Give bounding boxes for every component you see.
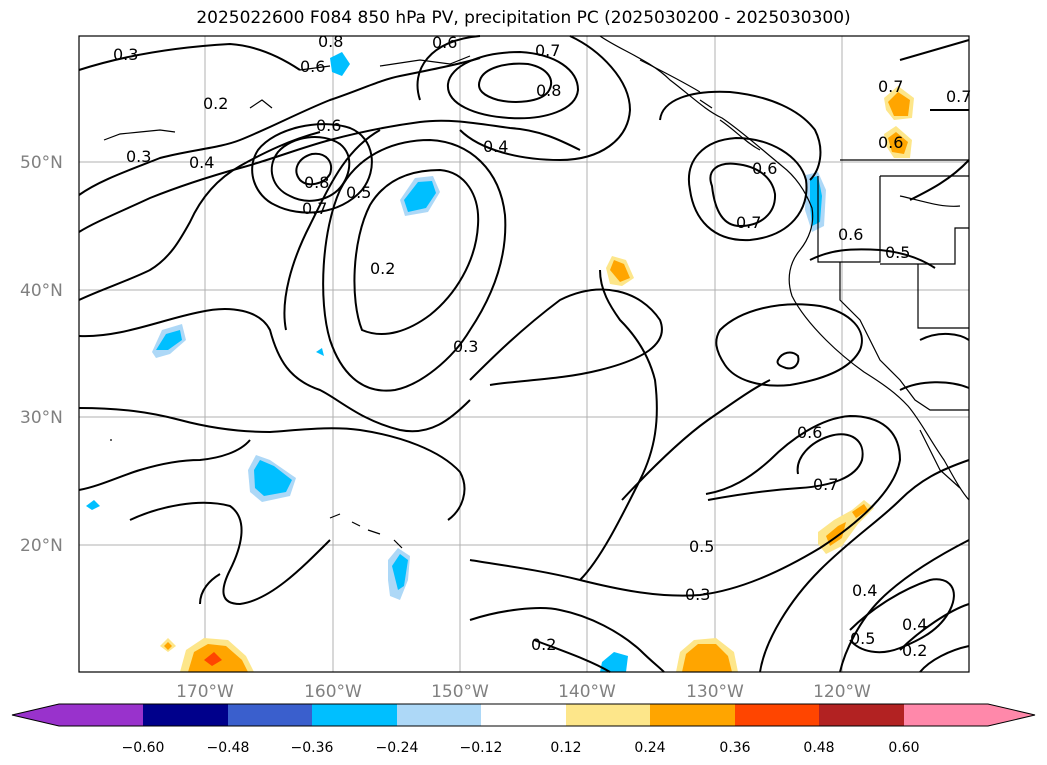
contour-label: 0.6: [752, 159, 777, 178]
contour-label: 0.8: [318, 32, 343, 51]
latitude-labels: 50°N 40°N 30°N 20°N: [20, 153, 63, 556]
map-title: 2025022600 F084 850 hPa PV, precipitatio…: [196, 8, 851, 28]
colorbar-tick-label: −0.36: [291, 740, 334, 756]
colorbar-segment: [59, 704, 143, 726]
contour-label: 0.6: [432, 33, 457, 52]
colorbar-tick-label: 0.48: [803, 740, 834, 756]
colorbar-segment: [397, 704, 481, 726]
contour-label: 0.6: [300, 57, 325, 76]
precip-negative-patches: [86, 52, 826, 672]
contour-label: 0.7: [878, 77, 903, 96]
contour-label: 0.6: [316, 116, 341, 135]
contour-label: 0.3: [113, 45, 138, 64]
colorbar-segment: [143, 704, 228, 726]
colorbar-segment: [312, 704, 397, 726]
pv-contours: [78, 35, 970, 673]
lat-label: 50°N: [20, 153, 63, 173]
colorbar-tick-label: −0.48: [207, 740, 250, 756]
colorbar-tick-label: −0.60: [122, 740, 165, 756]
contour-label: 0.4: [483, 137, 508, 156]
colorbar-segment: [650, 704, 735, 726]
contour-label: 0.7: [813, 475, 838, 494]
lon-label: 120°W: [813, 682, 871, 702]
contour-label: 0.7: [535, 41, 560, 60]
colorbar-segment: [819, 704, 904, 726]
colorbar-tick-label: 0.36: [719, 740, 750, 756]
map-background: [79, 36, 969, 672]
colorbar-tick-label: 0.60: [888, 740, 919, 756]
contour-label: 0.2: [370, 259, 395, 278]
contour-label: 0.5: [885, 243, 910, 262]
lat-label: 30°N: [20, 408, 63, 428]
colorbar-segment: [228, 704, 312, 726]
contour-label: 0.4: [902, 615, 927, 634]
contour-label: 0.3: [685, 585, 710, 604]
colorbar-ticks: −0.60 −0.48 −0.36 −0.24 −0.12 0.12 0.24 …: [122, 740, 920, 756]
lon-label: 140°W: [558, 682, 616, 702]
coastlines: [103, 35, 970, 549]
lat-label: 40°N: [20, 281, 63, 301]
colorbar-extend-low: [12, 704, 59, 726]
longitude-labels: 170°W 160°W 150°W 140°W 130°W 120°W: [176, 682, 871, 702]
colorbar-segments: [59, 704, 988, 726]
contour-label: 0.7: [736, 213, 761, 232]
contour-label: 0.6: [878, 133, 903, 152]
lat-label: 20°N: [20, 536, 63, 556]
map-frame: [78, 35, 970, 673]
colorbar-tick-label: 0.24: [634, 740, 665, 756]
contour-label: 0.5: [689, 537, 714, 556]
contour-labels: 0.3 0.8 0.6 0.6 0.7 0.8 0.7 0.2 0.3 0.4 …: [113, 32, 971, 660]
colorbar-tick-label: −0.12: [460, 740, 503, 756]
colorbar-segment: [481, 704, 566, 726]
contour-label: 0.8: [304, 173, 329, 192]
colorbar-segment: [904, 704, 988, 726]
colorbar-segment: [566, 704, 650, 726]
lon-label: 160°W: [304, 682, 362, 702]
lon-label: 130°W: [686, 682, 744, 702]
contour-label: 0.7: [946, 87, 971, 106]
colorbar-outline: [11, 703, 1036, 727]
contour-label: 0.3: [453, 337, 478, 356]
contour-label: 0.8: [536, 81, 561, 100]
contour-label: 0.7: [302, 199, 327, 218]
contour-label: 0.6: [797, 423, 822, 442]
colorbar-segment: [735, 704, 819, 726]
colorbar-extend-high: [988, 704, 1035, 726]
contour-label: 0.4: [852, 581, 877, 600]
contour-label: 0.2: [531, 635, 556, 654]
contour-label: 0.2: [203, 94, 228, 113]
contour-label: 0.4: [189, 153, 214, 172]
contour-label: 0.6: [838, 225, 863, 244]
lon-label: 150°W: [431, 682, 489, 702]
contour-label: 0.5: [346, 183, 371, 202]
contour-label: 0.3: [126, 147, 151, 166]
contour-label: 0.2: [902, 641, 927, 660]
colorbar-tick-label: −0.24: [376, 740, 419, 756]
colorbar: −0.60 −0.48 −0.36 −0.24 −0.12 0.12 0.24 …: [11, 703, 1036, 756]
gridlines: [79, 36, 969, 672]
lon-label: 170°W: [176, 682, 234, 702]
colorbar-tick-label: 0.12: [550, 740, 581, 756]
contour-label: 0.5: [850, 629, 875, 648]
